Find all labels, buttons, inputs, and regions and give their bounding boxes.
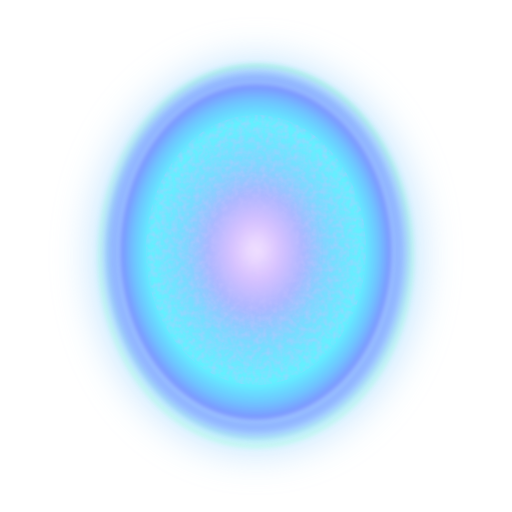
orb-core xyxy=(198,180,314,320)
inner-blue-ring xyxy=(107,72,405,434)
